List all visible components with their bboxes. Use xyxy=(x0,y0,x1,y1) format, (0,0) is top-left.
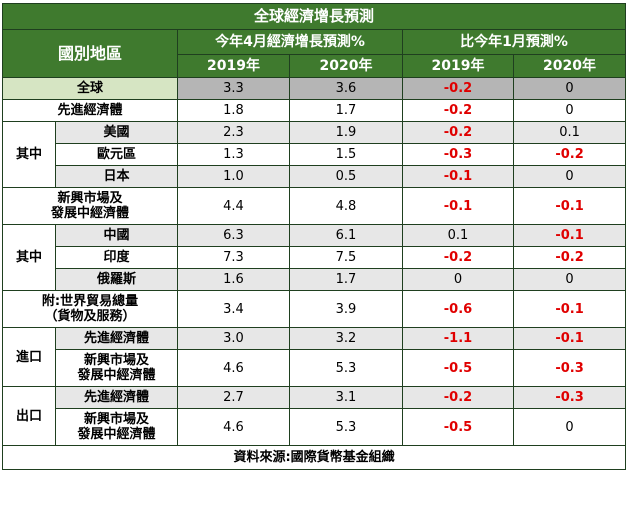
row-label: 新興市場及 發展中經濟體 xyxy=(2,187,178,225)
table-row: 歐元區 1.3 1.5 -0.3 -0.2 xyxy=(3,143,627,166)
cell-value: 1.8 xyxy=(177,99,290,122)
cell-value: 3.9 xyxy=(289,290,403,328)
cell-value: 2.7 xyxy=(177,386,290,409)
cell-value: 3.3 xyxy=(177,77,290,100)
cell-value: -0.1 xyxy=(402,187,514,225)
group-label: 進口 xyxy=(2,327,56,387)
table-row: 出口 先進經濟體 2.7 3.1 -0.2 -0.3 xyxy=(2,386,627,446)
table-row: 先進經濟體 1.8 1.7 -0.2 0 xyxy=(2,99,627,122)
row-label: 俄羅斯 xyxy=(55,268,178,291)
row-label: 歐元區 xyxy=(55,143,178,166)
year-header: 2020年 xyxy=(512,54,627,78)
cell-value: 0 xyxy=(512,268,627,291)
cell-value: 7.3 xyxy=(177,246,290,269)
table-row: 進口 先進經濟體 3.0 3.2 -1.1 -0.1 xyxy=(2,327,627,387)
cell-value: 4.6 xyxy=(177,408,290,446)
row-label: 印度 xyxy=(55,246,178,269)
cell-value: 3.2 xyxy=(289,327,403,350)
cell-value: -0.2 xyxy=(402,99,514,122)
cell-value: -0.2 xyxy=(402,246,514,269)
forecast-table: 全球經濟增長預測 國別地區 今年4月經濟增長預測% 比今年1月預測% 2019年… xyxy=(1,3,627,470)
january-diff-header: 比今年1月預測% xyxy=(401,29,627,55)
cell-value: 1.9 xyxy=(289,121,403,144)
cell-value: 7.5 xyxy=(289,246,403,269)
source-note: 資料來源:國際貨幣基金組織 xyxy=(1,445,627,470)
row-label: 新興市場及 發展中經濟體 xyxy=(55,349,178,387)
cell-value: 4.4 xyxy=(177,187,290,225)
row-label: 先進經濟體 xyxy=(55,386,178,409)
table-row: 新興市場及 發展中經濟體 4.4 4.8 -0.1 -0.1 xyxy=(2,187,627,225)
cell-value: -0.5 xyxy=(402,349,514,387)
table-row: 其中 中國 6.3 6.1 0.1 -0.1 xyxy=(2,224,627,291)
cell-value: 5.3 xyxy=(289,349,403,387)
cell-value: 0 xyxy=(512,408,627,446)
cell-value: 0 xyxy=(512,99,627,122)
cell-value: -0.1 xyxy=(512,224,627,247)
cell-value: 0 xyxy=(512,165,627,188)
cell-value: 4.6 xyxy=(177,349,290,387)
row-label: 日本 xyxy=(55,165,178,188)
row-label: 附:世界貿易總量 （貨物及服務） xyxy=(2,290,178,328)
cell-value: -0.1 xyxy=(512,290,627,328)
group-label: 其中 xyxy=(2,121,56,188)
cell-value: 1.6 xyxy=(177,268,290,291)
cell-value: 1.7 xyxy=(289,99,403,122)
table-row: 全球 3.3 3.6 -0.2 0 xyxy=(2,77,627,100)
group-label: 其中 xyxy=(2,224,56,291)
cell-value: 6.3 xyxy=(177,224,290,247)
cell-value: -0.2 xyxy=(402,121,514,144)
cell-value: -0.1 xyxy=(402,165,514,188)
cell-value: 3.1 xyxy=(289,386,403,409)
region-column-header: 國別地區 xyxy=(2,29,178,78)
table-row: 其中 美國 2.3 1.9 -0.2 0.1 xyxy=(2,121,627,188)
table-row: 俄羅斯 1.6 1.7 0 0 xyxy=(2,268,627,291)
cell-value: -0.6 xyxy=(402,290,514,328)
cell-value: -1.1 xyxy=(402,327,514,350)
cell-value: 3.6 xyxy=(289,77,403,100)
row-label: 中國 xyxy=(55,224,178,247)
year-header: 2019年 xyxy=(402,54,514,78)
row-label: 新興市場及 發展中經濟體 xyxy=(55,408,178,446)
cell-value: 1.0 xyxy=(177,165,290,188)
cell-value: 5.3 xyxy=(289,408,403,446)
year-header: 2019年 xyxy=(177,54,290,78)
table-row: 新興市場及 發展中經濟體 4.6 5.3 -0.5 0 xyxy=(3,408,627,446)
cell-value: -0.3 xyxy=(512,349,627,387)
cell-value: 1.7 xyxy=(289,268,403,291)
group-label: 出口 xyxy=(2,386,56,446)
cell-value: 0.1 xyxy=(402,224,514,247)
cell-value: 4.8 xyxy=(289,187,403,225)
cell-value: -0.1 xyxy=(512,327,627,350)
table-row: 附:世界貿易總量 （貨物及服務） 3.4 3.9 -0.6 -0.1 xyxy=(2,290,627,328)
cell-value: -0.2 xyxy=(402,77,514,100)
cell-value: 6.1 xyxy=(289,224,403,247)
cell-value: 0.1 xyxy=(512,121,627,144)
cell-value: -0.2 xyxy=(512,246,627,269)
table-row: 印度 7.3 7.5 -0.2 -0.2 xyxy=(3,246,627,269)
cell-value: 3.4 xyxy=(177,290,290,328)
cell-value: -0.2 xyxy=(512,143,627,166)
row-label: 美國 xyxy=(55,121,178,144)
cell-value: -0.2 xyxy=(402,386,514,409)
cell-value: 1.5 xyxy=(289,143,403,166)
cell-value: -0.1 xyxy=(512,187,627,225)
cell-value: -0.5 xyxy=(402,408,514,446)
row-label: 全球 xyxy=(2,77,178,100)
cell-value: 0 xyxy=(402,268,514,291)
row-label: 先進經濟體 xyxy=(2,99,178,122)
row-label: 先進經濟體 xyxy=(55,327,178,350)
cell-value: -0.3 xyxy=(402,143,514,166)
cell-value: 1.3 xyxy=(177,143,290,166)
april-forecast-header: 今年4月經濟增長預測% xyxy=(177,29,403,55)
year-header: 2020年 xyxy=(289,54,403,78)
table-title: 全球經濟增長預測 xyxy=(1,3,627,30)
table-row: 日本 1.0 0.5 -0.1 0 xyxy=(2,165,627,188)
cell-value: -0.3 xyxy=(512,386,627,409)
cell-value: 0.5 xyxy=(289,165,403,188)
cell-value: 2.3 xyxy=(177,121,290,144)
cell-value: 3.0 xyxy=(177,327,290,350)
table-row: 新興市場及 發展中經濟體 4.6 5.3 -0.5 -0.3 xyxy=(3,349,627,387)
cell-value: 0 xyxy=(512,77,627,100)
